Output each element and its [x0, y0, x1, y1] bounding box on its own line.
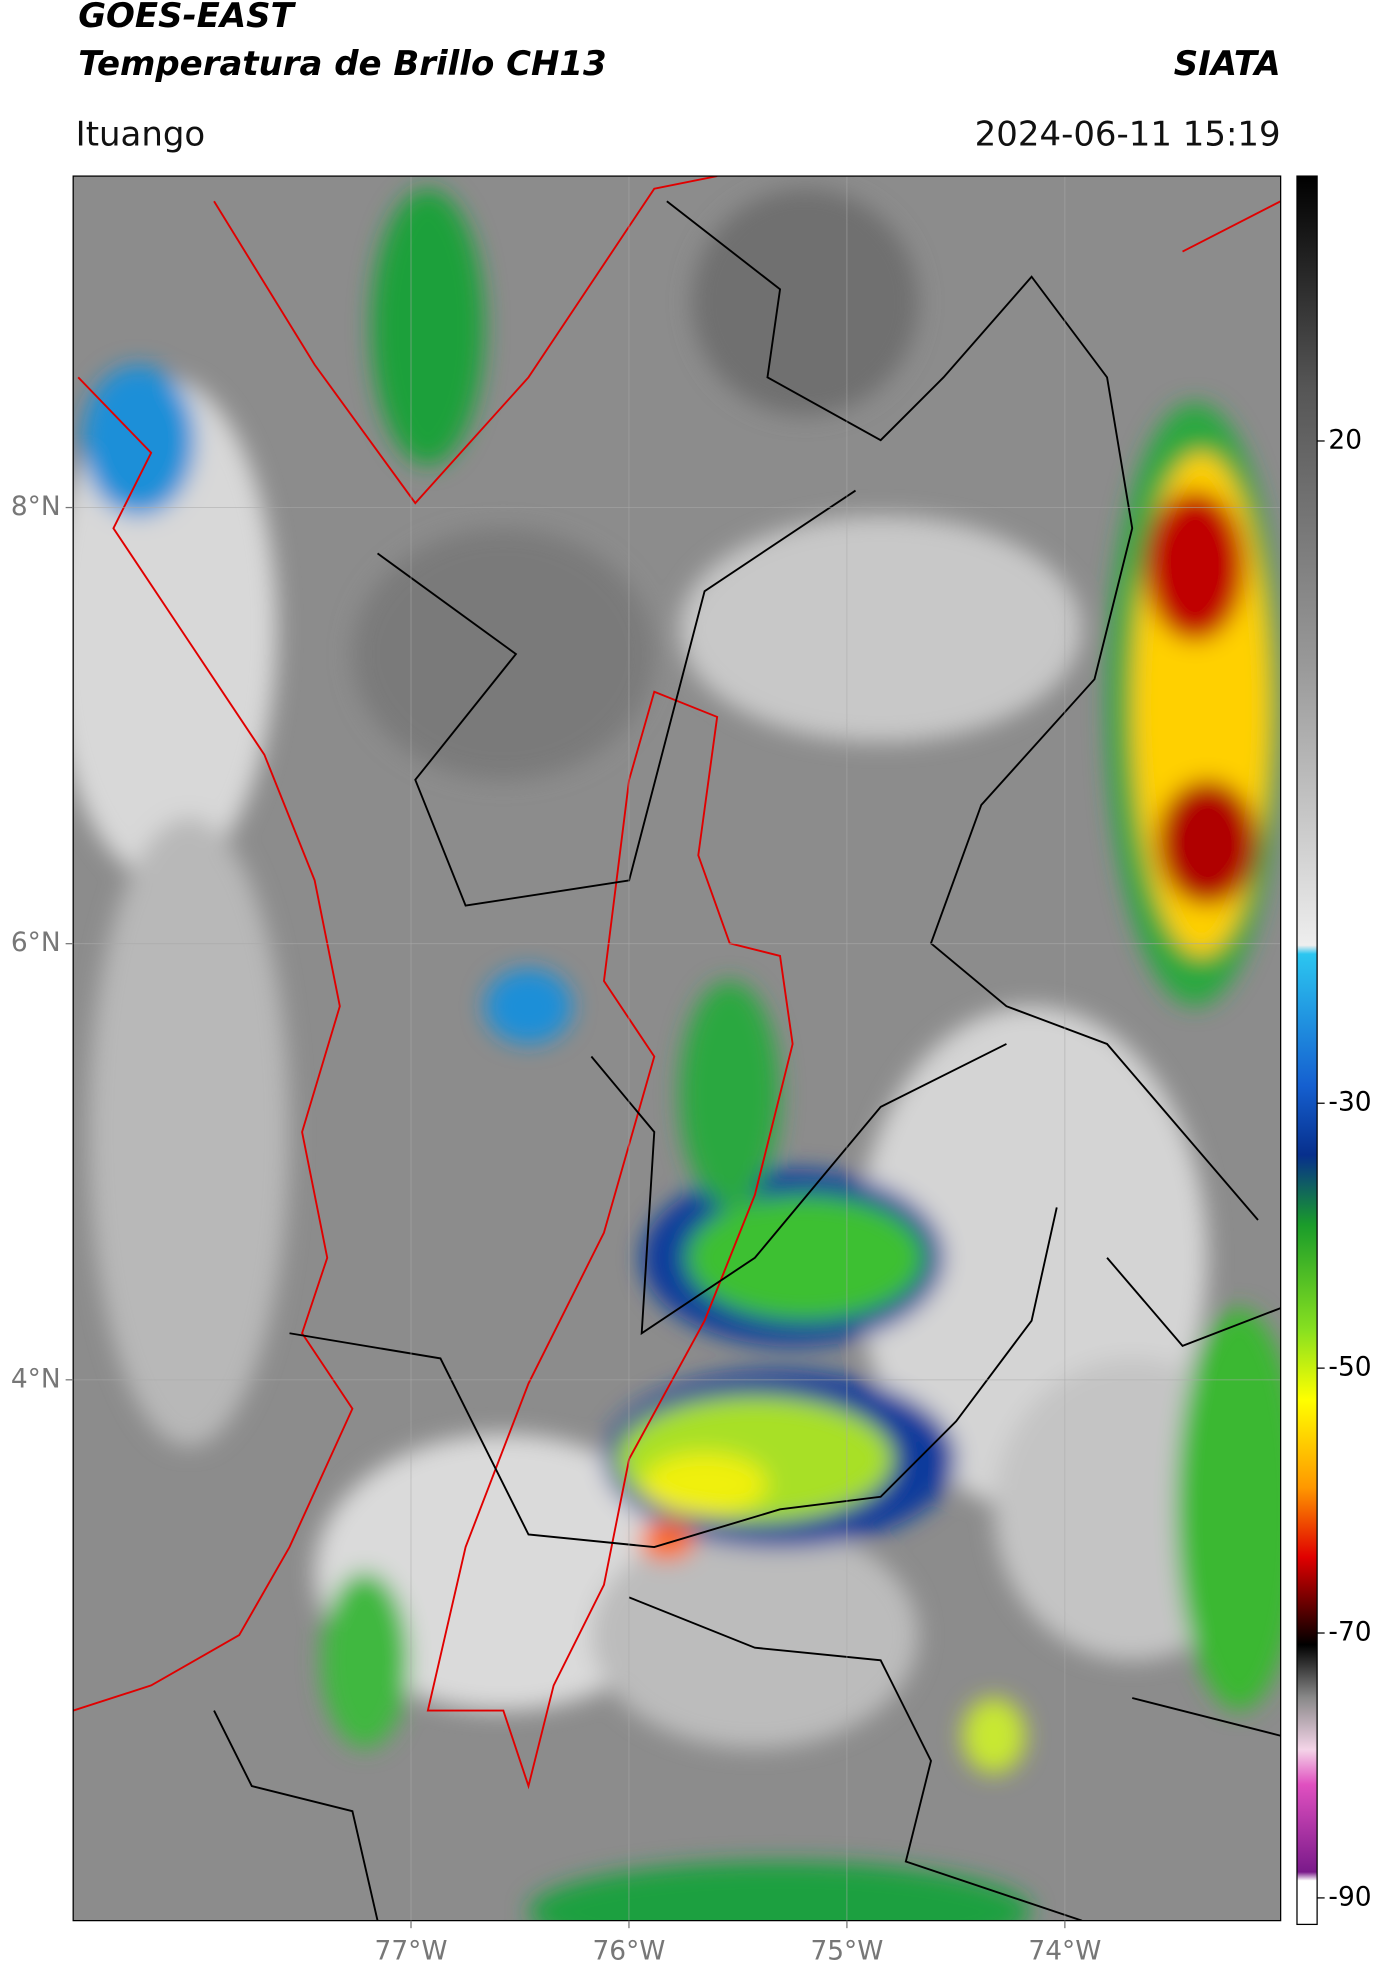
location: Ituango: [76, 114, 206, 154]
title: GOES-EAST: [78, 0, 296, 36]
grid: [73, 176, 1281, 1921]
colorbar: [1296, 175, 1318, 1926]
y-tick-label: 4°N: [11, 1363, 61, 1394]
colorbar-tick-label: -70: [1328, 1617, 1371, 1648]
map-frame: [72, 175, 1282, 1922]
x-tick-label: 76°W: [592, 1936, 665, 1967]
x-tick-label: 75°W: [810, 1936, 883, 1967]
subtitle: Temperatura de Brillo CH13: [78, 44, 606, 84]
x-tick-label: 74°W: [1028, 1936, 1101, 1967]
y-tick-label: 8°N: [11, 491, 61, 522]
y-tick-label: 6°N: [11, 927, 61, 958]
colorbar-tick-label: 20: [1328, 424, 1362, 455]
satellite-image: [73, 176, 1281, 1921]
source: SIATA: [1174, 44, 1281, 84]
colorbar-tick-label: -30: [1328, 1087, 1371, 1118]
colorbar-tick-label: -50: [1328, 1352, 1371, 1383]
datetime: 2024-06-11 15:19: [975, 114, 1281, 154]
x-tick-label: 77°W: [375, 1936, 448, 1967]
colorbar-tick-label: -90: [1328, 1881, 1371, 1912]
